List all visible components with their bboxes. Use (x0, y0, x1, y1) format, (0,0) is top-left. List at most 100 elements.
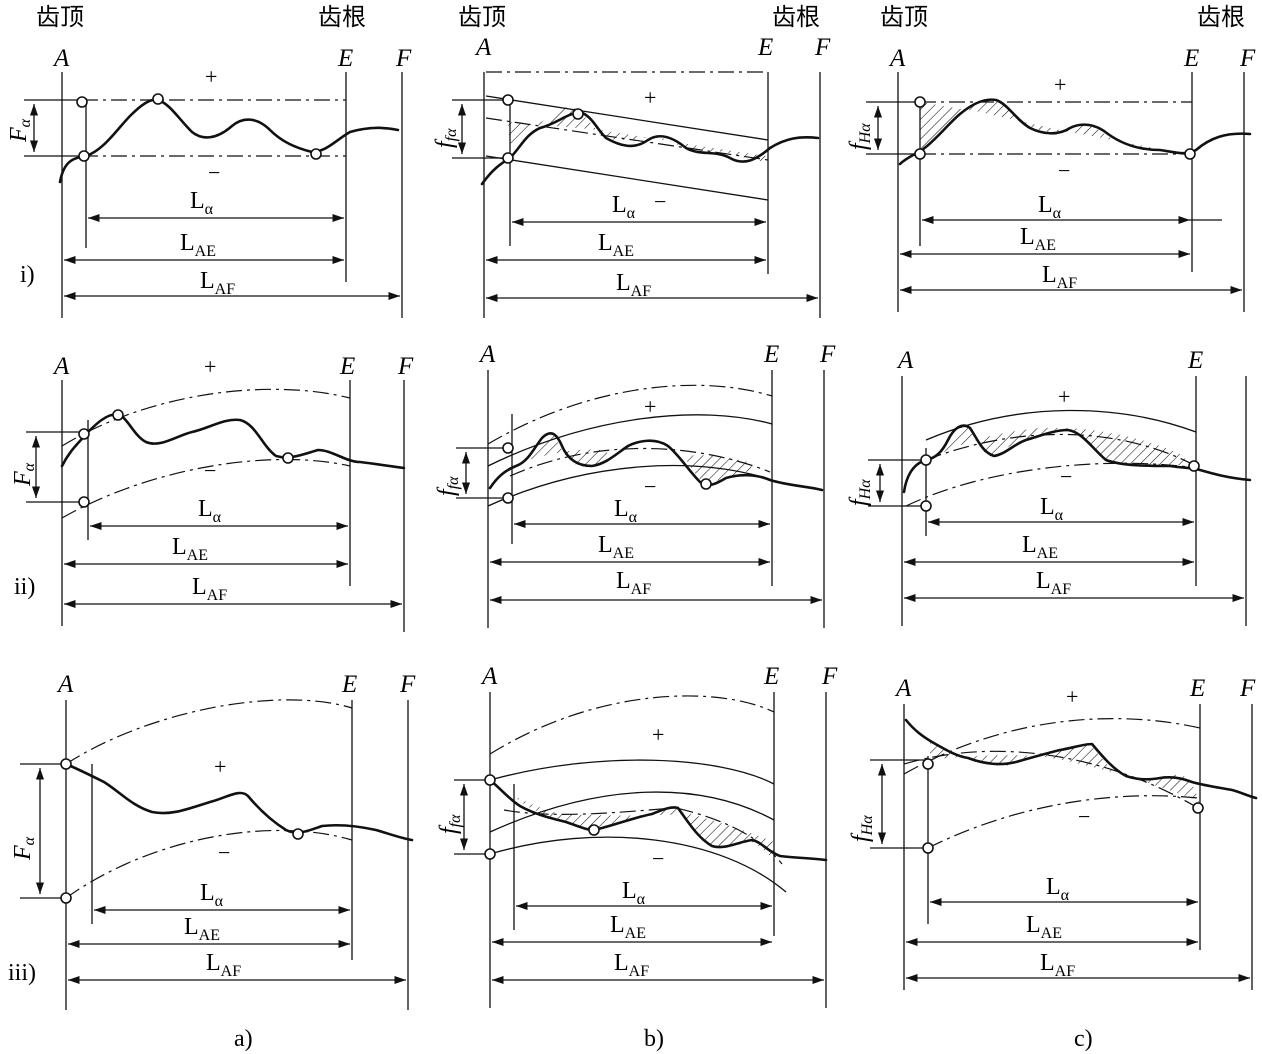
L-AF-label: LAF (192, 574, 227, 604)
plus-sign: + (204, 354, 216, 379)
plus-sign: + (1066, 684, 1078, 709)
L-AF-label: LAF (1042, 262, 1077, 292)
point-A: A (474, 34, 492, 61)
L-AF-label: LAF (616, 270, 651, 300)
F-alpha-symbol: Fα (10, 836, 38, 861)
caption-c: c) (1074, 1026, 1093, 1052)
L-AF-label: LAF (614, 950, 649, 980)
point-A: A (894, 675, 912, 702)
panel-b-i: A E F + − ffα Lα LAE LAF (432, 34, 831, 318)
plus-sign: + (1054, 72, 1066, 97)
panel-c-ii: A E + − fHα Lα LAE LAF (846, 347, 1252, 626)
L-AF-label: LAF (616, 568, 651, 598)
plus-sign: + (205, 64, 217, 89)
point-A: A (896, 347, 914, 374)
L-AE-label: LAE (1022, 532, 1058, 562)
minus-sign: − (208, 160, 220, 185)
point-E: E (757, 34, 773, 61)
L-alpha-label: Lα (622, 878, 646, 908)
L-alpha-label: Lα (190, 188, 214, 218)
L-alpha-label: Lα (612, 192, 636, 222)
L-alpha-label: Lα (200, 880, 224, 910)
L-AF-label: LAF (200, 268, 235, 298)
L-AE-label: LAE (610, 912, 646, 942)
point-A: A (888, 45, 906, 72)
tip-label: 齿顶 (458, 3, 506, 31)
point-A: A (52, 353, 70, 380)
point-F: F (399, 671, 416, 698)
plus-sign: + (652, 722, 664, 747)
panel-c-i: A E F + − fHα Lα LAE LAF (846, 45, 1256, 312)
panel-b-iii: A E F + − ffα Lα LAE LAF (436, 663, 838, 1008)
F-alpha-symbol: Fα (6, 118, 34, 143)
L-alpha-label: Lα (1040, 494, 1064, 524)
point-E: E (1183, 45, 1199, 72)
point-E: E (339, 353, 355, 380)
F-alpha-symbol: Fα (10, 462, 38, 487)
point-A: A (56, 671, 74, 698)
L-AF-label: LAF (1036, 568, 1071, 598)
row-label-ii: ii) (14, 574, 35, 600)
tip-label: 齿顶 (36, 3, 84, 31)
plus-sign: + (214, 754, 226, 779)
point-E: E (337, 45, 353, 72)
f-H-alpha-symbol: fHα (846, 123, 874, 150)
L-AE-label: LAE (184, 914, 220, 944)
point-E: E (341, 671, 357, 698)
column-b-header: 齿顶 齿根 (458, 3, 820, 31)
minus-sign: − (1058, 158, 1070, 183)
tip-label: 齿顶 (880, 3, 928, 31)
root-label: 齿根 (318, 3, 366, 31)
point-F: F (397, 353, 414, 380)
f-f-alpha-symbol: ffα (434, 476, 462, 496)
root-label: 齿根 (772, 3, 820, 31)
point-E: E (763, 341, 779, 368)
root-label: 齿根 (1197, 3, 1245, 31)
panel-a-ii: A E F + − Fα Lα LAE LAF ii) (10, 353, 414, 632)
caption-a: a) (234, 1026, 253, 1052)
minus-sign: − (1078, 804, 1090, 829)
L-alpha-label: Lα (1046, 874, 1070, 904)
minus-sign: − (204, 458, 216, 483)
L-AE-label: LAE (598, 230, 634, 260)
row-label-iii: iii) (8, 960, 36, 986)
L-AE-label: LAE (1026, 912, 1062, 942)
L-alpha-label: Lα (1038, 192, 1062, 222)
point-A: A (480, 663, 498, 690)
f-f-alpha-symbol: ffα (432, 128, 460, 148)
L-AE-label: LAE (172, 534, 208, 564)
point-F: F (1239, 675, 1256, 702)
point-F: F (819, 341, 836, 368)
f-H-alpha-symbol: fHα (848, 815, 876, 842)
L-AE-label: LAE (598, 532, 634, 562)
minus-sign: − (1060, 464, 1072, 489)
minus-sign: − (654, 189, 666, 214)
point-F: F (1239, 45, 1256, 72)
minus-sign: − (644, 474, 656, 499)
minus-sign: − (218, 840, 230, 865)
row-label-i: i) (20, 262, 35, 288)
L-alpha-label: Lα (614, 496, 638, 526)
column-c-header: 齿顶 齿根 (880, 3, 1245, 31)
point-E: E (1189, 675, 1205, 702)
panel-b-ii: A E F + − ffα Lα LAE LAF (434, 341, 836, 628)
point-F: F (814, 34, 831, 61)
L-alpha-label: Lα (198, 496, 222, 526)
L-AE-label: LAE (180, 230, 216, 260)
plus-sign: + (1058, 384, 1070, 409)
column-a-header: 齿顶 齿根 (36, 3, 366, 31)
point-E: E (1187, 347, 1203, 374)
L-AF-label: LAF (206, 950, 241, 980)
f-H-alpha-symbol: fHα (846, 479, 874, 506)
point-E: E (763, 663, 779, 690)
point-F: F (395, 45, 412, 72)
panel-c-iii: A E F + − fHα Lα LAE LAF (848, 675, 1258, 990)
f-f-alpha-symbol: ffα (436, 814, 464, 834)
L-AF-label: LAF (1040, 950, 1075, 980)
caption-b: b) (644, 1026, 664, 1052)
panel-a-i: A E F + − Fα Lα LAE LAF i) (6, 45, 412, 318)
minus-sign: − (652, 846, 664, 871)
plus-sign: + (644, 394, 656, 419)
L-AE-label: LAE (1020, 224, 1056, 254)
